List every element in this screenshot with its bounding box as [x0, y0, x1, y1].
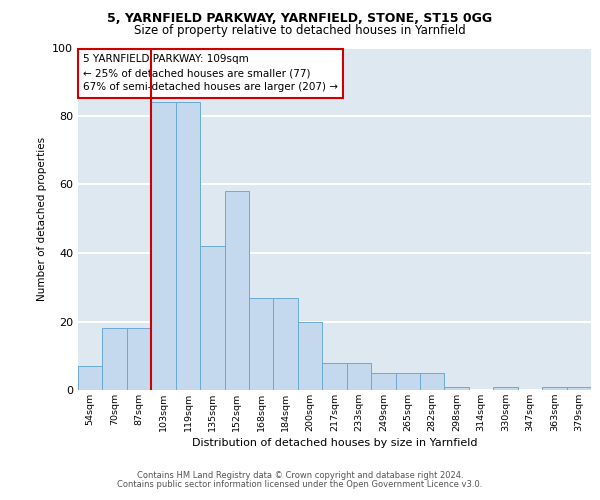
Text: Contains public sector information licensed under the Open Government Licence v3: Contains public sector information licen… [118, 480, 482, 489]
Bar [420, 373, 445, 390]
Bar [395, 373, 420, 390]
Bar [371, 373, 395, 390]
Bar [224, 192, 249, 390]
Bar [176, 102, 200, 390]
Bar [566, 386, 591, 390]
Bar [274, 298, 298, 390]
Bar [493, 386, 518, 390]
Bar [542, 386, 566, 390]
Text: Contains HM Land Registry data © Crown copyright and database right 2024.: Contains HM Land Registry data © Crown c… [137, 471, 463, 480]
Bar [298, 322, 322, 390]
Bar [249, 298, 274, 390]
Bar [127, 328, 151, 390]
Bar [151, 102, 176, 390]
Bar [78, 366, 103, 390]
Text: 5, YARNFIELD PARKWAY, YARNFIELD, STONE, ST15 0GG: 5, YARNFIELD PARKWAY, YARNFIELD, STONE, … [107, 12, 493, 26]
Bar [200, 246, 224, 390]
X-axis label: Distribution of detached houses by size in Yarnfield: Distribution of detached houses by size … [192, 438, 477, 448]
Text: Size of property relative to detached houses in Yarnfield: Size of property relative to detached ho… [134, 24, 466, 37]
Text: 5 YARNFIELD PARKWAY: 109sqm
← 25% of detached houses are smaller (77)
67% of sem: 5 YARNFIELD PARKWAY: 109sqm ← 25% of det… [83, 54, 338, 92]
Bar [347, 362, 371, 390]
Bar [445, 386, 469, 390]
Y-axis label: Number of detached properties: Number of detached properties [37, 136, 47, 301]
Bar [103, 328, 127, 390]
Bar [322, 362, 347, 390]
